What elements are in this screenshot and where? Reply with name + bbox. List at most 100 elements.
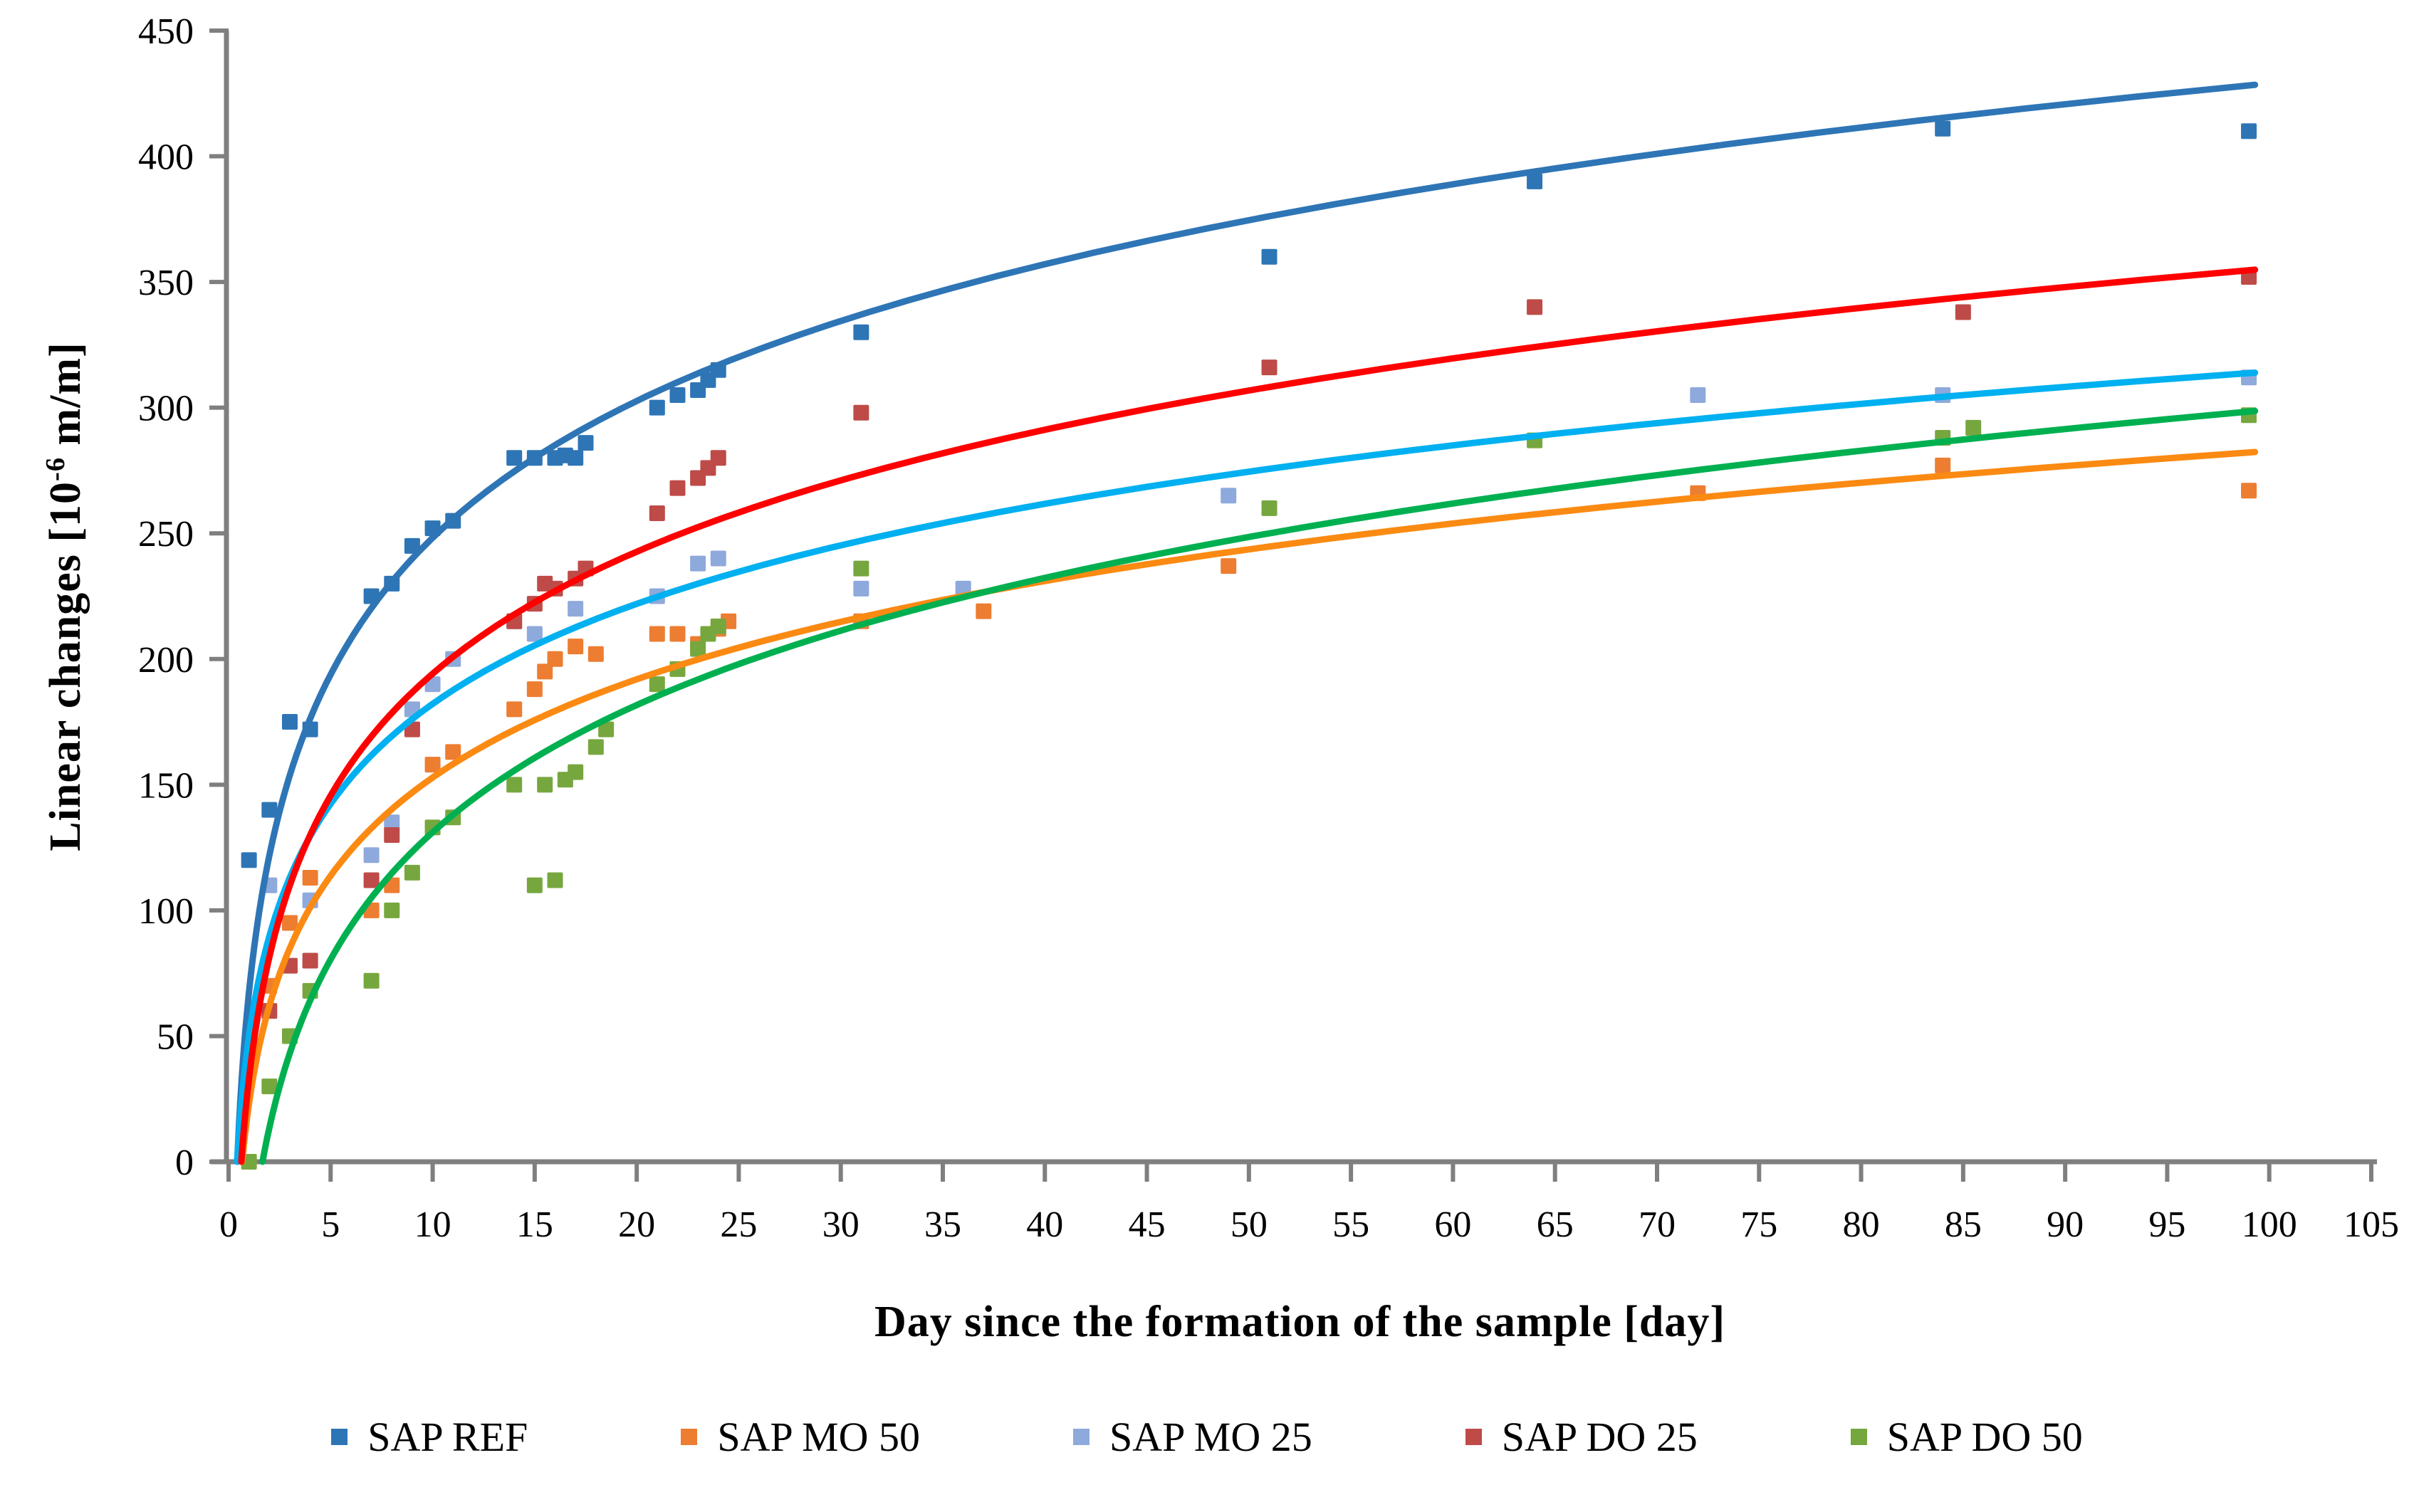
- data-point: [669, 626, 686, 642]
- data-point: [281, 915, 298, 931]
- data-point: [853, 324, 869, 340]
- data-point: [1261, 359, 1277, 376]
- x-tick-label: 65: [1537, 1204, 1574, 1245]
- data-point: [976, 603, 992, 619]
- data-point: [302, 869, 318, 886]
- x-tick-label: 25: [720, 1204, 757, 1245]
- trendline-sap-do-25: [238, 266, 2259, 1165]
- x-axis-title: Day since the formation of the sample [d…: [874, 1298, 1726, 1346]
- data-point: [537, 663, 553, 680]
- x-tick-label: 0: [219, 1204, 238, 1245]
- data-point: [261, 802, 278, 818]
- data-point: [710, 550, 726, 567]
- data-point: [1261, 248, 1277, 265]
- trendline-sap-mo-50: [239, 448, 2259, 1165]
- y-tick-label: 100: [138, 891, 194, 932]
- x-tick-label: 70: [1639, 1204, 1676, 1245]
- data-point: [568, 639, 584, 655]
- x-tick-label: 105: [2344, 1204, 2399, 1245]
- x-tick-label: 80: [1843, 1204, 1880, 1245]
- x-tick-label: 100: [2242, 1204, 2297, 1245]
- trendline-sap-do-50: [259, 407, 2259, 1165]
- y-tick-label: 0: [175, 1143, 194, 1183]
- data-point: [669, 480, 686, 496]
- data-point: [1690, 387, 1706, 404]
- x-tick-label: 60: [1434, 1204, 1471, 1245]
- x-tick-label: 40: [1026, 1204, 1063, 1245]
- y-tick-label: 350: [138, 263, 194, 303]
- y-tick-label: 200: [138, 640, 194, 681]
- data-point: [1965, 419, 1982, 436]
- y-tick-label: 400: [138, 137, 194, 178]
- data-point: [1527, 173, 1543, 189]
- data-point: [669, 387, 686, 404]
- legend-swatch-icon: [1073, 1429, 1090, 1445]
- data-point: [587, 646, 604, 662]
- data-point: [1221, 558, 1237, 574]
- y-tick-label: 250: [138, 514, 194, 555]
- data-point: [384, 902, 400, 918]
- data-point: [568, 764, 584, 780]
- legend-item-sap-mo-50: SAP MO 50: [681, 1413, 920, 1461]
- y-axis-title: Linear changes [10-6 m/m]: [41, 342, 90, 851]
- legend-label: SAP REF: [367, 1414, 528, 1460]
- data-point: [587, 739, 604, 755]
- data-point: [404, 864, 420, 881]
- x-tick-label: 30: [822, 1204, 859, 1245]
- data-point: [598, 721, 615, 737]
- y-tick-label: 150: [138, 765, 194, 806]
- y-tick-label: 300: [138, 389, 194, 429]
- data-point: [2241, 483, 2257, 499]
- trendline-sap-mo-25: [234, 369, 2259, 1165]
- legend: SAP REF SAP MO 50 SAP MO 25 SAP DO 25 SAP DO…: [0, 1413, 2414, 1461]
- x-tick-label: 45: [1129, 1204, 1166, 1245]
- data-point: [506, 450, 523, 466]
- data-point: [2241, 123, 2257, 140]
- legend-item-sap-ref: SAP REF: [331, 1413, 528, 1461]
- data-point: [302, 952, 318, 969]
- legend-swatch-icon: [1465, 1429, 1482, 1445]
- data-point: [547, 651, 563, 667]
- data-point: [384, 814, 400, 831]
- data-point: [526, 877, 543, 893]
- data-point: [241, 852, 257, 868]
- data-point: [363, 972, 380, 989]
- data-point: [649, 505, 665, 521]
- y-axis-title-superscript: -6: [41, 456, 71, 481]
- data-point: [568, 450, 584, 466]
- legend-swatch-icon: [331, 1429, 348, 1445]
- x-tick-label: 10: [414, 1204, 451, 1245]
- data-point: [690, 641, 706, 657]
- data-point: [547, 872, 563, 888]
- y-tick-label: 50: [157, 1017, 194, 1057]
- data-point: [649, 626, 665, 642]
- data-point: [506, 777, 523, 793]
- data-point: [506, 701, 523, 718]
- x-tick-label: 15: [516, 1204, 553, 1245]
- legend-swatch-icon: [1850, 1429, 1867, 1445]
- legend-label: SAP DO 50: [1886, 1414, 2083, 1460]
- x-tick-label: 90: [2047, 1204, 2084, 1245]
- data-point: [853, 404, 869, 421]
- x-tick-label: 85: [1945, 1204, 1982, 1245]
- x-tick-label: 5: [321, 1204, 340, 1245]
- legend-label: SAP MO 25: [1109, 1414, 1312, 1460]
- data-point: [526, 626, 543, 642]
- x-tick-label: 55: [1332, 1204, 1369, 1245]
- data-point: [537, 777, 553, 793]
- x-tick-label: 35: [924, 1204, 961, 1245]
- x-tick-label: 95: [2148, 1204, 2185, 1245]
- data-point: [1527, 299, 1543, 315]
- data-point: [690, 555, 706, 572]
- data-point: [853, 560, 869, 577]
- data-point: [578, 435, 594, 451]
- data-point: [710, 450, 726, 466]
- data-point: [649, 676, 665, 693]
- series-markers-sap-do-25: [261, 269, 2257, 1019]
- data-point: [363, 872, 380, 888]
- data-point: [526, 681, 543, 698]
- trendline-sap-ref: [234, 81, 2259, 1165]
- x-tick-label: 20: [618, 1204, 655, 1245]
- data-point: [261, 1078, 278, 1095]
- x-tick-label: 50: [1230, 1204, 1268, 1245]
